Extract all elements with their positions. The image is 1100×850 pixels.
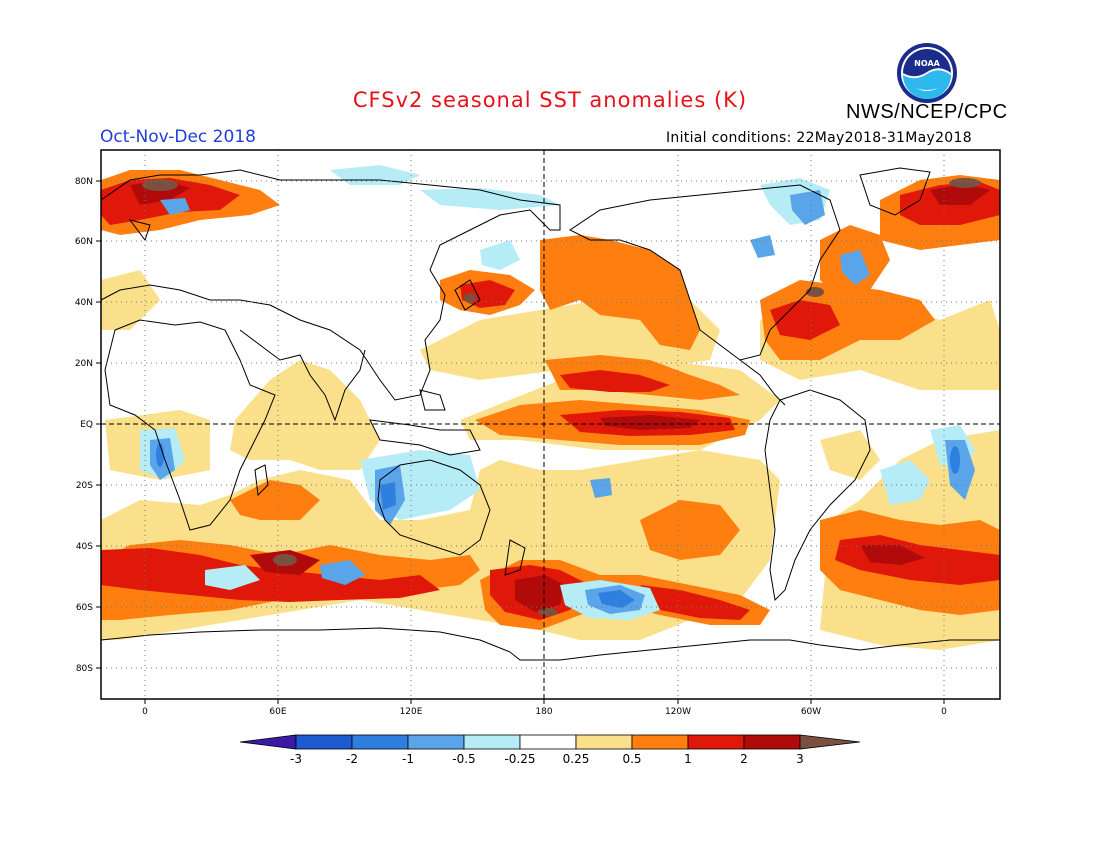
colorbar-swatch xyxy=(519,734,577,750)
lon-label: 0 xyxy=(941,707,947,717)
colorbar-label: 3 xyxy=(796,752,804,766)
colorbar-swatch xyxy=(295,734,353,750)
lon-label: 180 xyxy=(535,707,552,717)
organization-label: NWS/NCEP/CPC xyxy=(846,101,1008,123)
colorbar-label: 1 xyxy=(684,752,692,766)
reference-lines xyxy=(101,150,1000,699)
colorbar-swatch xyxy=(407,734,465,750)
colorbar: -3 -2 -1 -0.5 -0.25 0.25 0.5 1 2 3 xyxy=(239,734,861,766)
colorbar-swatch xyxy=(743,734,801,750)
axis-ticks xyxy=(96,180,945,704)
colorbar-label: 2 xyxy=(740,752,748,766)
colorbar-label: -2 xyxy=(346,752,358,766)
colorbar-label: 0.25 xyxy=(563,752,590,766)
latitude-labels: 80N 60N 40N 20N EQ 20S 40S 60S 80S xyxy=(75,177,93,674)
colorbar-label: -0.25 xyxy=(504,752,535,766)
lat-label: 40S xyxy=(76,542,93,552)
colorbar-swatch xyxy=(463,734,521,750)
lat-label: EQ xyxy=(80,420,93,430)
strong-negative-anomalies xyxy=(156,443,960,608)
noaa-logo-text: NOAA xyxy=(914,59,940,68)
coastlines xyxy=(101,167,1000,661)
map-title: CFSv2 seasonal SST anomalies (K) xyxy=(352,88,748,112)
colorbar-swatch xyxy=(351,734,409,750)
lon-label: 60E xyxy=(269,707,286,717)
colorbar-swatch xyxy=(687,734,745,750)
colorbar-swatch xyxy=(575,734,633,750)
lat-label: 20S xyxy=(76,481,93,491)
lon-label: 0 xyxy=(142,707,148,717)
colorbar-min-arrow xyxy=(239,734,297,750)
lat-label: 60S xyxy=(76,603,93,613)
lon-label: 120E xyxy=(400,707,423,717)
longitude-labels: 0 60E 120E 180 120W 60W 0 xyxy=(142,707,947,717)
lat-label: 20N xyxy=(75,359,93,369)
colorbar-max-arrow xyxy=(799,734,861,750)
initial-conditions-label: Initial conditions: 22May2018-31May2018 xyxy=(666,130,972,146)
very-strong-positive-anomalies xyxy=(130,180,990,612)
lat-label: 40N xyxy=(75,298,93,308)
lat-label: 80S xyxy=(76,664,93,674)
lon-label: 120W xyxy=(665,707,691,717)
colorbar-label: -0.5 xyxy=(452,752,475,766)
noaa-logo: NOAA xyxy=(897,43,957,103)
colorbar-label: 0.5 xyxy=(622,752,641,766)
colorbar-label: -3 xyxy=(290,752,302,766)
season-label: Oct-Nov-Dec 2018 xyxy=(100,127,256,147)
colorbar-swatch xyxy=(631,734,689,750)
lat-label: 60N xyxy=(75,237,93,247)
colorbar-label: -1 xyxy=(402,752,414,766)
lon-label: 60W xyxy=(801,707,821,717)
extreme-positive-anomalies xyxy=(142,178,981,616)
lat-label: 80N xyxy=(75,177,93,187)
